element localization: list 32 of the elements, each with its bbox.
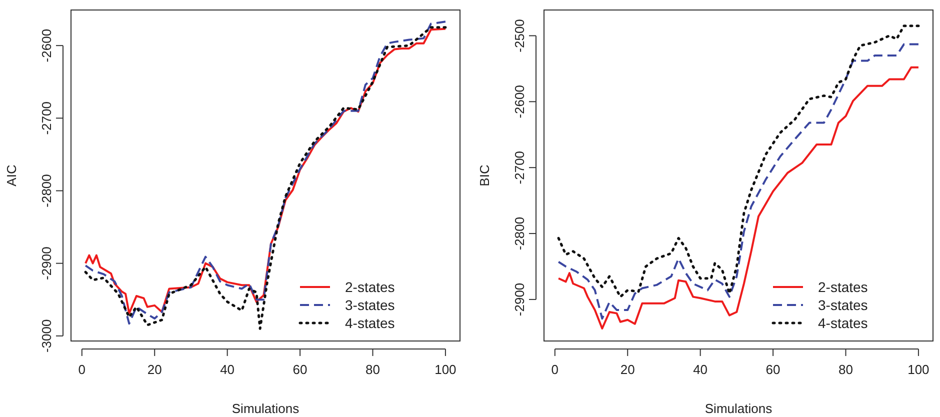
x-tick-label: 0 xyxy=(78,362,86,377)
y-tick-label: -2700 xyxy=(39,102,54,135)
y-tick-label: -3000 xyxy=(39,319,54,353)
x-tick-label: 20 xyxy=(620,362,635,377)
x-tick-label: 100 xyxy=(908,362,930,377)
x-tick-label: 40 xyxy=(220,362,235,377)
y-tick-label: -2800 xyxy=(39,174,54,208)
x-axis-title: Simulations xyxy=(232,401,300,416)
legend-label: 3-states xyxy=(345,297,395,313)
x-tick-label: 100 xyxy=(434,362,456,377)
legend-label: 3-states xyxy=(818,297,868,313)
y-tick-label: -2800 xyxy=(512,216,527,250)
x-tick-label: 80 xyxy=(838,362,853,377)
x-tick-label: 60 xyxy=(766,362,780,377)
legend-label: 4-states xyxy=(345,315,395,331)
legend-label: 4-states xyxy=(818,315,868,331)
y-tick-label: -2500 xyxy=(512,19,527,52)
y-tick-label: -2600 xyxy=(39,28,54,62)
y-axis-title: AIC xyxy=(4,164,19,186)
x-tick-label: 60 xyxy=(292,362,308,377)
y-tick-label: -2900 xyxy=(39,246,54,280)
y-tick-label: -2600 xyxy=(512,85,527,118)
y-tick-label: -2700 xyxy=(512,150,527,184)
x-axis-title: Simulations xyxy=(704,401,773,416)
x-tick-label: 40 xyxy=(693,362,708,377)
x-tick-label: 20 xyxy=(147,362,162,377)
legend-label: 2-states xyxy=(345,279,395,295)
x-tick-label: 0 xyxy=(551,362,559,377)
y-tick-label: -2900 xyxy=(512,282,527,316)
x-tick-label: 80 xyxy=(366,362,380,377)
y-axis-title: BIC xyxy=(477,164,492,186)
legend-label: 2-states xyxy=(818,279,868,295)
